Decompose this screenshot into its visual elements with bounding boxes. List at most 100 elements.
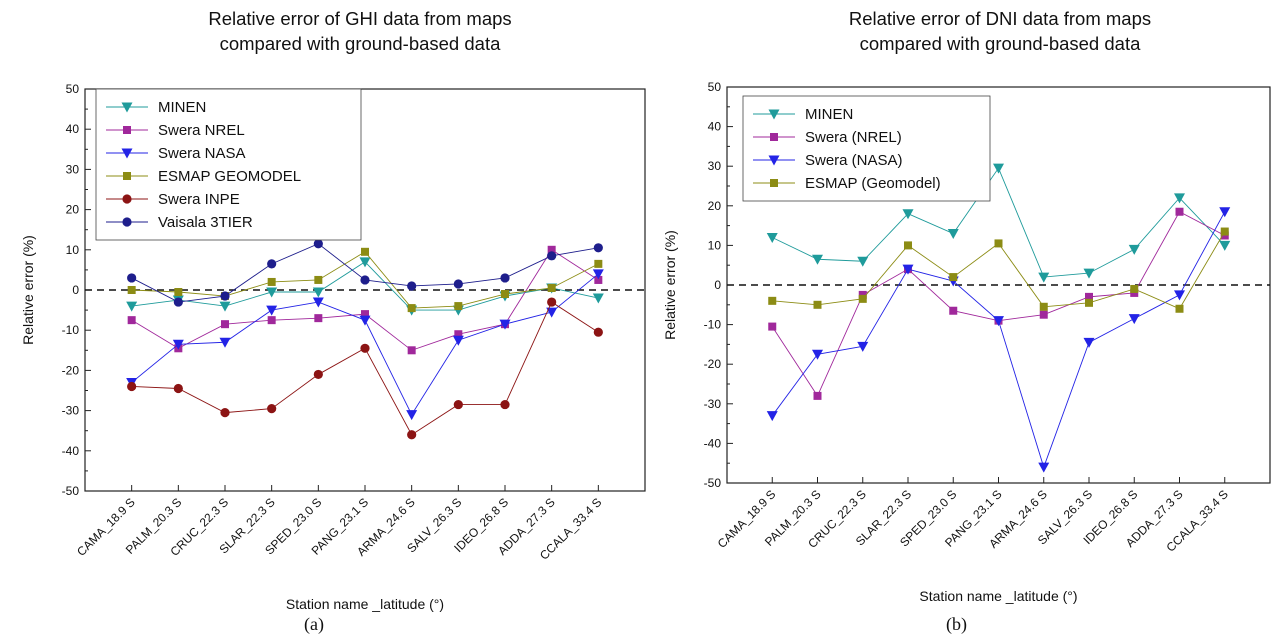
chart-a-series-point: [267, 316, 276, 325]
chart-b-series-point: [993, 316, 1004, 327]
chart-a-ytick-label: -10: [62, 323, 80, 337]
chart-b-series-point: [1174, 290, 1185, 301]
chart-a-series-point: [314, 314, 323, 323]
chart-a-legend-label: MINEN: [158, 99, 206, 116]
chart-b-ytick-label: -30: [704, 397, 722, 411]
chart-b-title: Relative error of DNI data from maps com…: [700, 6, 1286, 56]
chart-b-series-point: [902, 209, 914, 220]
chart-b-series-point: [1128, 314, 1140, 325]
chart-a-series-point: [406, 410, 418, 421]
chart-a-legend-marker: [122, 217, 132, 227]
chart-b-series-point: [768, 322, 777, 331]
chart-b-title-line-1: Relative error of DNI data from maps: [848, 8, 1152, 29]
chart-a-series-point: [220, 408, 230, 418]
chart-a-series-point: [594, 275, 603, 284]
chart-a-series-point: [266, 287, 278, 298]
chart-a-series-point: [359, 257, 371, 268]
chart-b-series-point: [949, 306, 958, 315]
chart-a-ytick-label: 40: [66, 122, 80, 136]
chart-b-series-point: [1219, 240, 1231, 251]
chart-b-xlabel: Station name _latitude (°): [919, 588, 1077, 604]
chart-b-series-point: [813, 300, 822, 309]
chart-b-ylabel: Relative error (%): [662, 230, 678, 340]
chart-a-series-2: [126, 269, 604, 421]
chart-a-series-point: [452, 335, 464, 346]
chart-b-series-0: [766, 163, 1231, 283]
chart-a-series-point: [127, 316, 136, 325]
chart-a-series-point: [592, 293, 604, 304]
chart-a-series-3: [127, 247, 603, 313]
chart-b-series-point: [1085, 298, 1093, 307]
chart-a-series-point: [266, 305, 278, 316]
chart-a-series-point: [267, 277, 276, 286]
chart-b-series-point: [766, 232, 778, 243]
chart-a-series-point: [454, 330, 463, 339]
chart-a-legend-label: ESMAP GEOMODEL: [158, 168, 301, 185]
chart-b-series-point: [949, 273, 958, 282]
chart-a-legend-marker: [121, 148, 133, 159]
chart-b-title-line-2: compared with ground-based data: [859, 33, 1141, 54]
chart-a-series-point: [127, 273, 137, 283]
chart-b-ytick-label: 50: [708, 80, 722, 94]
chart-a-series-point: [499, 319, 511, 330]
chart-a-series-point: [407, 430, 417, 440]
chart-a-series-point: [546, 307, 558, 318]
chart-b-series-point: [1219, 207, 1231, 218]
chart-b-series-point: [1038, 272, 1050, 283]
chart-b-series-point: [1174, 193, 1185, 204]
chart-b-legend-marker: [770, 179, 778, 187]
chart-b-series-point: [1039, 302, 1048, 311]
chart-a-series-point: [454, 302, 463, 311]
chart-b-series-2: [766, 207, 1231, 473]
chart-a-series-point: [312, 287, 324, 298]
chart-a-series-point: [453, 279, 463, 289]
chart-a-ytick-label: 20: [66, 203, 80, 217]
chart-b-series-point: [857, 341, 869, 352]
chart-a-series-point: [547, 283, 556, 292]
chart-a-ytick-label: 30: [66, 162, 80, 176]
chart-a-ytick-label: -30: [62, 404, 80, 418]
chart-a-series-point: [360, 275, 370, 285]
chart-a-series-point: [361, 310, 369, 319]
chart-a-title: Relative error of GHI data from maps com…: [60, 6, 660, 56]
chart-b-series-point: [1085, 292, 1093, 301]
chart-b-legend-label: MINEN: [805, 106, 853, 123]
chart-b-series-point: [812, 254, 823, 265]
chart-b-legend-label: Swera (NASA): [805, 152, 903, 169]
chart-b-series-point: [768, 296, 777, 305]
chart-b-series-point: [766, 411, 778, 422]
chart-a-series-point: [127, 381, 137, 392]
chart-a-legend-label: Swera INPE: [158, 191, 240, 208]
chart-b-series-point: [857, 256, 869, 267]
chart-b-ytick-label: 40: [708, 120, 722, 134]
chart-a-series-point: [172, 339, 184, 350]
chart-a-series-point: [500, 399, 510, 410]
chart-b-ytick-label: 10: [708, 238, 722, 252]
chart-a-xlabel: Station name _latitude (°): [286, 596, 444, 612]
chart-a-ytick-label: -20: [62, 363, 80, 377]
chart-b-series-point: [1175, 207, 1184, 216]
chart-a-series-point: [220, 291, 230, 301]
chart-b-series-point: [812, 349, 823, 360]
chart-a-series-point: [221, 320, 229, 329]
chart-a-ytick-label: 0: [72, 283, 79, 297]
chart-a-legend-label: Swera NREL: [158, 122, 245, 139]
chart-b-ytick-label: -10: [704, 318, 722, 332]
chart-b-series-point: [1039, 310, 1048, 319]
chart-a-series-point: [360, 343, 370, 353]
chart-b-series-point: [993, 163, 1004, 174]
chart-a-series-point: [593, 243, 603, 253]
chart-a-panel-label: (a): [304, 614, 324, 634]
chart-a-series-point: [407, 346, 416, 355]
chart-b-series-line: [771, 211, 1225, 397]
chart-b-series-point: [1083, 268, 1095, 279]
chart-b-series-point: [858, 294, 867, 303]
chart-a-series-point: [313, 239, 323, 249]
chart-a-title-line-1: Relative error of GHI data from maps: [208, 8, 512, 29]
chart-a-series-point: [547, 251, 557, 261]
chart-a-series-point: [314, 275, 323, 284]
chart-a-legend-marker: [122, 194, 132, 204]
chart-a-ytick-label: 50: [66, 82, 80, 96]
chart-b-series-point: [947, 229, 959, 240]
